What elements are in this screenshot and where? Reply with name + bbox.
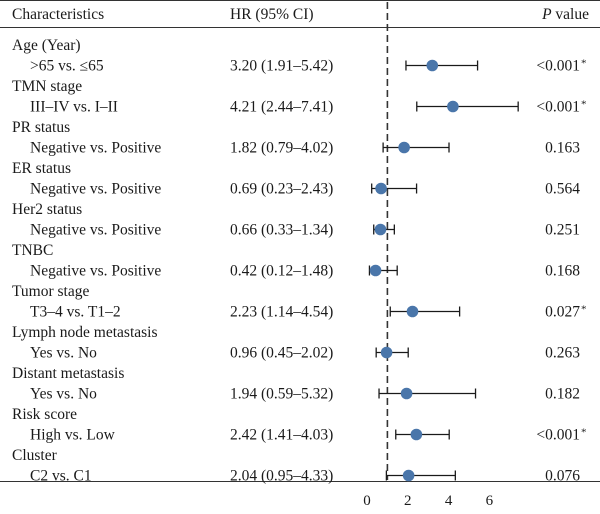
row-p-value: 0.251 bbox=[545, 222, 580, 239]
row-hr-ci-label: 3.20 (1.91–5.42) bbox=[230, 58, 333, 75]
hr-point bbox=[374, 223, 387, 236]
row-group-label: Tumor stage bbox=[12, 283, 89, 300]
row-group-label: ER status bbox=[12, 160, 71, 177]
hr-point bbox=[398, 141, 410, 154]
hr-point bbox=[410, 428, 423, 441]
row-comparison-label: C2 vs. C1 bbox=[30, 468, 92, 485]
hr-point bbox=[375, 182, 387, 195]
forest-row: Lymph node metastasis Yes vs. No 0.96 (0.4… bbox=[12, 324, 580, 362]
header-hr: HR (95% CI) bbox=[230, 6, 314, 23]
header-p-italic: P bbox=[541, 6, 552, 23]
row-hr-ci-label: 4.21 (2.44–7.41) bbox=[230, 99, 333, 116]
forest-row: ER status Negative vs. Positive 0.69 (0.23… bbox=[12, 160, 580, 198]
row-comparison-label: Yes vs. No bbox=[30, 345, 97, 362]
row-comparison-label: Negative vs. Positive bbox=[30, 140, 161, 157]
row-hr-ci-label: 0.42 (0.12–1.48) bbox=[230, 263, 333, 280]
row-significance-mark: * bbox=[581, 427, 587, 439]
header-characteristics: Characteristics bbox=[12, 6, 104, 23]
hr-point bbox=[369, 264, 382, 277]
rows-layer: Age (Year) >65 vs. ≤65 3.20 (1.91–5.42) <0.… bbox=[12, 37, 587, 485]
forest-row: Age (Year) >65 vs. ≤65 3.20 (1.91–5.42) <0.… bbox=[12, 37, 587, 75]
row-p-value: <0.001 bbox=[536, 58, 580, 75]
forest-row: TMN stage III–IV vs. I–II 4.21 (2.44–7.41)… bbox=[12, 78, 587, 116]
row-group-label: PR status bbox=[12, 119, 70, 136]
forest-row: TNBC Negative vs. Positive 0.42 (0.12–1.48… bbox=[12, 242, 580, 280]
row-comparison-label: Negative vs. Positive bbox=[30, 181, 161, 198]
row-comparison-label: Negative vs. Positive bbox=[30, 222, 161, 239]
row-hr-ci-label: 2.23 (1.14–4.54) bbox=[230, 304, 333, 321]
row-hr-ci-label: 2.04 (0.95–4.33) bbox=[230, 468, 333, 485]
row-comparison-label: Yes vs. No bbox=[30, 386, 97, 403]
row-hr-ci-label: 0.66 (0.33–1.34) bbox=[230, 222, 333, 239]
forest-row: Risk score High vs. Low 2.42 (1.41–4.03) <0… bbox=[12, 406, 587, 444]
row-significance-mark: * bbox=[581, 304, 587, 316]
row-comparison-label: III–IV vs. I–II bbox=[30, 99, 118, 116]
row-group-label: TMN stage bbox=[12, 78, 82, 95]
hr-point bbox=[380, 346, 393, 359]
row-group-label: Age (Year) bbox=[12, 37, 81, 54]
row-p-value: 0.564 bbox=[545, 181, 580, 198]
row-hr-ci-label: 1.94 (0.59–5.32) bbox=[230, 386, 333, 403]
x-axis-ticks: 0 2 4 6 bbox=[363, 493, 493, 509]
row-group-label: Risk score bbox=[12, 406, 77, 423]
row-hr-ci-label: 2.42 (1.41–4.03) bbox=[230, 427, 333, 444]
row-p-value: <0.001 bbox=[536, 99, 580, 116]
forest-row: Her2 status Negative vs. Positive 0.66 (0.… bbox=[12, 201, 580, 239]
row-p-value: 0.168 bbox=[545, 263, 580, 280]
hr-point bbox=[426, 59, 439, 72]
row-hr-ci-label: 1.82 (0.79–4.02) bbox=[230, 140, 333, 157]
forest-row: Cluster C2 vs. C1 2.04 (0.95–4.33) 0.076 bbox=[12, 447, 580, 485]
row-group-label: Cluster bbox=[12, 447, 58, 464]
x-tick-label: 2 bbox=[404, 493, 412, 509]
forest-row: Tumor stage T3–4 vs. T1–2 2.23 (1.14–4.54)… bbox=[12, 283, 587, 321]
row-p-value: <0.001 bbox=[536, 427, 580, 444]
hr-point bbox=[447, 100, 459, 113]
row-group-label: Her2 status bbox=[12, 201, 82, 218]
header-p-suffix: value bbox=[552, 6, 590, 23]
row-p-value: 0.263 bbox=[545, 345, 580, 362]
row-group-label: Distant metastasis bbox=[12, 365, 124, 382]
forest-row: PR status Negative vs. Positive 1.82 (0.79… bbox=[12, 119, 580, 157]
row-significance-mark: * bbox=[581, 58, 587, 70]
x-tick-label: 0 bbox=[363, 493, 371, 509]
hr-point bbox=[402, 469, 415, 482]
row-group-label: TNBC bbox=[12, 242, 53, 259]
header-p-value: P value bbox=[541, 6, 589, 23]
row-significance-mark: * bbox=[581, 99, 587, 111]
hr-point bbox=[406, 305, 419, 318]
x-tick-label: 4 bbox=[445, 493, 453, 509]
row-comparison-label: High vs. Low bbox=[30, 427, 116, 444]
row-p-value: 0.182 bbox=[545, 386, 580, 403]
row-p-value: 0.163 bbox=[545, 140, 580, 157]
row-comparison-label: >65 vs. ≤65 bbox=[30, 58, 104, 75]
row-hr-ci-label: 0.69 (0.23–2.43) bbox=[230, 181, 333, 198]
row-hr-ci-label: 0.96 (0.45–2.02) bbox=[230, 345, 333, 362]
row-p-value: 0.076 bbox=[545, 468, 580, 485]
row-group-label: Lymph node metastasis bbox=[12, 324, 158, 341]
x-tick-label: 6 bbox=[486, 493, 494, 509]
forest-row: Distant metastasis Yes vs. No 1.94 (0.59–5… bbox=[12, 365, 580, 403]
hr-point bbox=[400, 387, 413, 400]
row-comparison-label: Negative vs. Positive bbox=[30, 263, 161, 280]
row-comparison-label: T3–4 vs. T1–2 bbox=[30, 304, 121, 321]
row-p-value: 0.027 bbox=[545, 304, 580, 321]
